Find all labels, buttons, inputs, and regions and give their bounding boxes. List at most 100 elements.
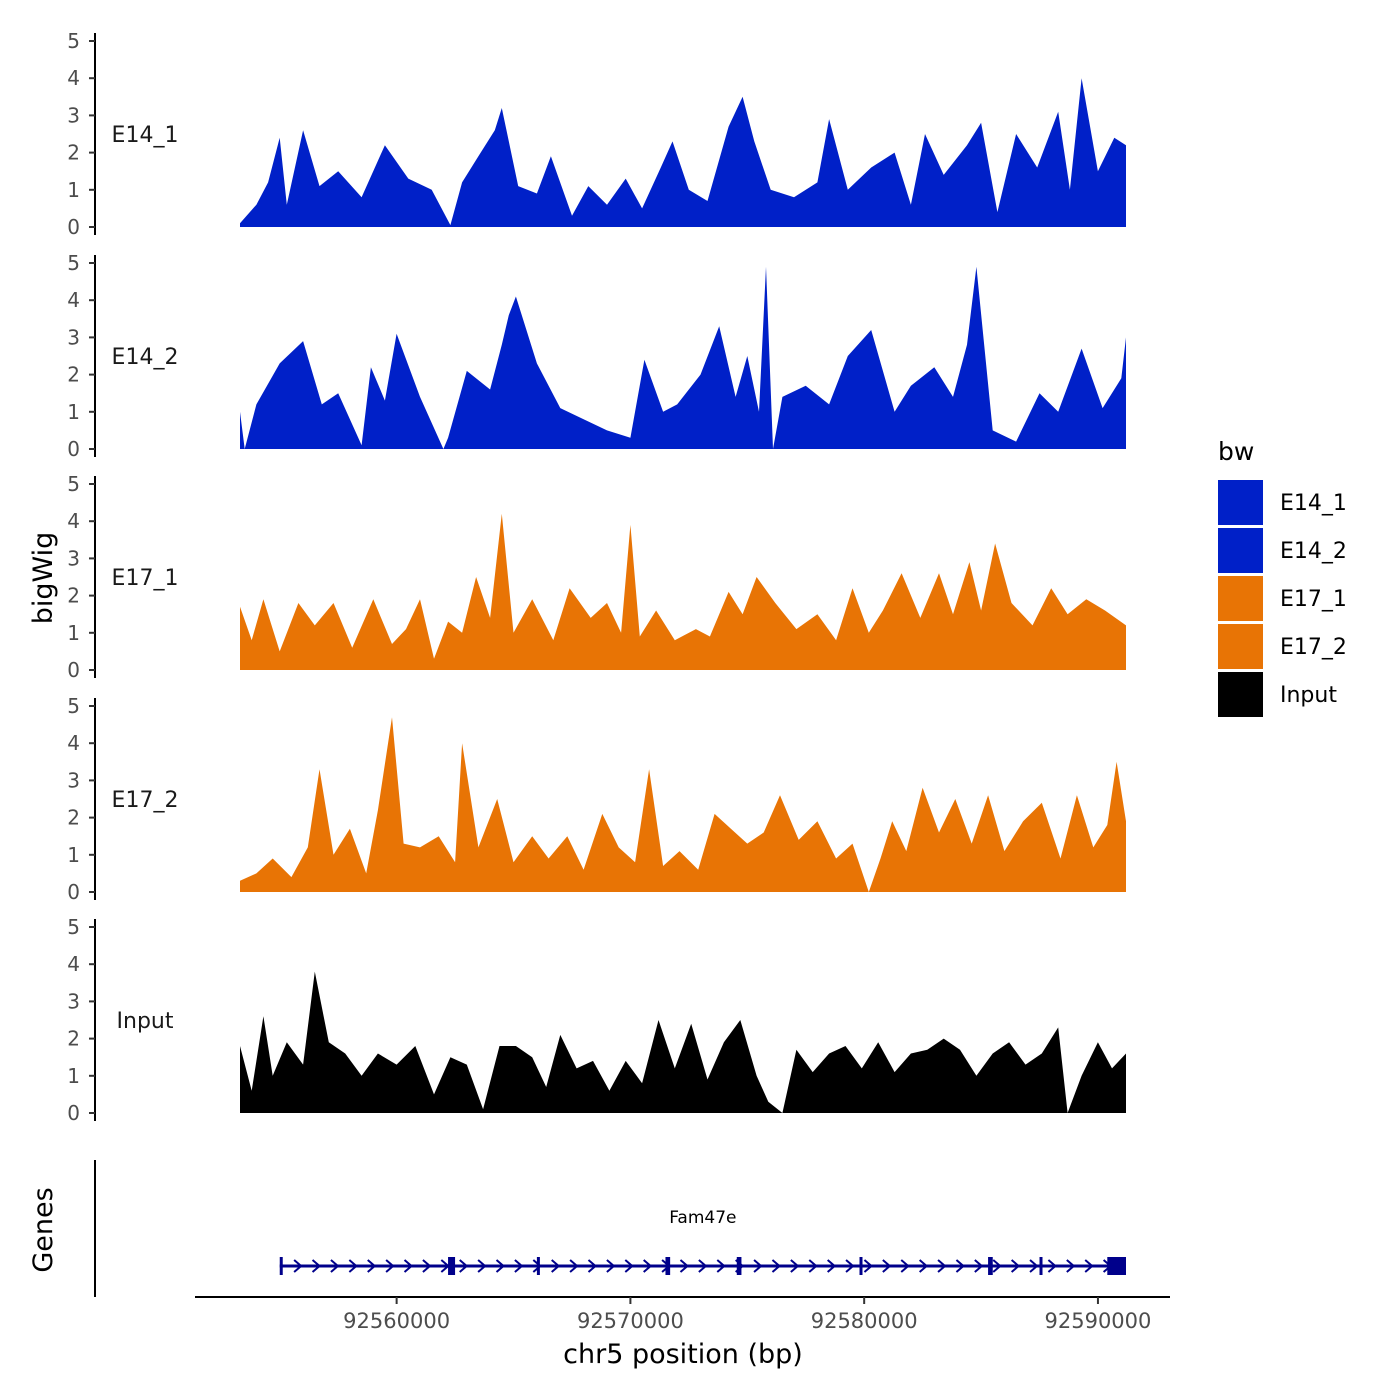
strand-arrow <box>974 1259 984 1273</box>
strand-arrow <box>1029 1259 1039 1273</box>
gene-exon <box>448 1257 456 1275</box>
strand-arrow <box>385 1259 395 1273</box>
legend-swatch <box>1218 528 1263 573</box>
y-tick-label: 2 <box>67 584 80 608</box>
gene-exon <box>736 1257 742 1275</box>
legend-swatch <box>1218 480 1263 525</box>
y-tick-label: 3 <box>67 325 80 349</box>
gene-exon <box>1039 1257 1043 1275</box>
x-tick-label: 92560000 <box>343 1309 450 1333</box>
strand-arrow <box>477 1259 487 1273</box>
legend-swatch <box>1218 576 1263 621</box>
coverage-area-e14-1 <box>240 78 1126 227</box>
strand-arrow <box>624 1259 634 1273</box>
track-label: E17_2 <box>112 788 179 813</box>
strand-arrow <box>367 1259 377 1273</box>
strand-arrow <box>679 1259 690 1273</box>
strand-arrow <box>643 1259 653 1273</box>
gene-name-label: Fam47e <box>669 1208 736 1228</box>
y-tick-label: 2 <box>67 141 80 165</box>
strand-arrow <box>532 1259 542 1273</box>
y-tick-label: 5 <box>67 251 80 275</box>
y-tick-label: 4 <box>67 509 80 533</box>
strand-arrow <box>606 1259 616 1273</box>
legend-label: E17_1 <box>1280 587 1347 612</box>
strand-arrow <box>1066 1259 1076 1273</box>
gene-exon <box>859 1257 863 1275</box>
track-label: Input <box>117 1009 174 1034</box>
track-input: 0 1 2 3 4 5 Input <box>67 915 1126 1125</box>
coverage-area-e17-2 <box>240 717 1126 892</box>
strand-arrow <box>900 1259 910 1273</box>
strand-arrow <box>495 1259 506 1273</box>
legend-label: E14_1 <box>1280 491 1347 516</box>
y-tick-label: 4 <box>67 288 80 312</box>
x-axis-title: chr5 position (bp) <box>563 1339 803 1370</box>
y-tick-label: 5 <box>67 694 80 718</box>
track-label: E17_1 <box>112 566 179 591</box>
gene-exon <box>665 1257 671 1275</box>
y-tick-label: 4 <box>67 952 80 976</box>
legend-label: Input <box>1280 683 1337 708</box>
strand-arrow <box>753 1259 763 1273</box>
gene-exon <box>1107 1257 1126 1275</box>
legend-label: E17_2 <box>1280 635 1347 660</box>
strand-arrow <box>293 1259 303 1273</box>
strand-arrow <box>955 1259 965 1273</box>
legend-label: E14_2 <box>1280 539 1347 564</box>
strand-arrow <box>459 1259 469 1273</box>
track-label: E14_2 <box>112 345 179 370</box>
y-tick-label: 3 <box>67 546 80 570</box>
legend-swatch <box>1218 672 1263 717</box>
strand-arrow <box>587 1259 598 1273</box>
strand-arrow <box>1047 1259 1057 1273</box>
y-tick-label: 2 <box>67 363 80 387</box>
strand-arrow <box>569 1259 579 1273</box>
track-panels: 0 1 2 3 4 5 E14_1 0 1 2 3 4 5 E14_2 0 1 2 3 4 5 E17_1 0 1 2 3 4 5 E… <box>67 29 1126 1125</box>
strand-arrow <box>514 1259 524 1273</box>
strand-arrow <box>882 1259 892 1273</box>
strand-arrow <box>1010 1259 1021 1273</box>
strand-arrow <box>845 1259 855 1273</box>
track-e17-1: 0 1 2 3 4 5 E17_1 <box>67 472 1126 682</box>
y-tick-label: 0 <box>67 437 80 461</box>
y-tick-label: 1 <box>67 178 80 202</box>
gene-exon <box>536 1257 540 1275</box>
track-e14-2: 0 1 2 3 4 5 E14_2 <box>67 251 1126 461</box>
strand-arrow <box>771 1259 781 1273</box>
strand-arrow <box>403 1259 414 1273</box>
y-tick-label: 1 <box>67 400 80 424</box>
strand-arrow <box>863 1259 873 1273</box>
strand-arrow <box>422 1259 432 1273</box>
y-tick-label: 0 <box>67 1101 80 1125</box>
y-axis-title: bigWig <box>28 532 59 625</box>
y-tick-label: 0 <box>67 658 80 682</box>
x-axis: 92560000 92570000 92580000 92590000 <box>195 1296 1170 1333</box>
gene-track-panel: Fam47e <box>94 1160 1126 1297</box>
gene-exon <box>279 1257 283 1275</box>
strand-arrow <box>551 1259 561 1273</box>
track-label: E14_1 <box>112 123 179 148</box>
genes-track-title: Genes <box>28 1187 59 1272</box>
track-e17-2: 0 1 2 3 4 5 E17_2 <box>67 694 1126 904</box>
y-tick-label: 1 <box>67 843 80 867</box>
x-tick-label: 92590000 <box>1045 1309 1152 1333</box>
strand-arrow <box>790 1259 800 1273</box>
strand-arrow <box>698 1259 708 1273</box>
track-e14-1: 0 1 2 3 4 5 E14_1 <box>67 29 1126 239</box>
strand-arrow <box>348 1259 358 1273</box>
legend-swatch <box>1218 624 1263 669</box>
y-tick-label: 2 <box>67 806 80 830</box>
strand-arrow <box>1084 1259 1094 1273</box>
gene-exon <box>988 1257 993 1275</box>
y-tick-label: 3 <box>67 103 80 127</box>
y-tick-label: 1 <box>67 1064 80 1088</box>
coverage-area-e17-1 <box>240 513 1126 670</box>
strand-arrow <box>716 1259 726 1273</box>
x-tick-label: 92580000 <box>811 1309 918 1333</box>
y-tick-label: 2 <box>67 1027 80 1051</box>
y-tick-label: 3 <box>67 989 80 1013</box>
y-tick-label: 5 <box>67 29 80 53</box>
x-tick-label: 92570000 <box>577 1309 684 1333</box>
